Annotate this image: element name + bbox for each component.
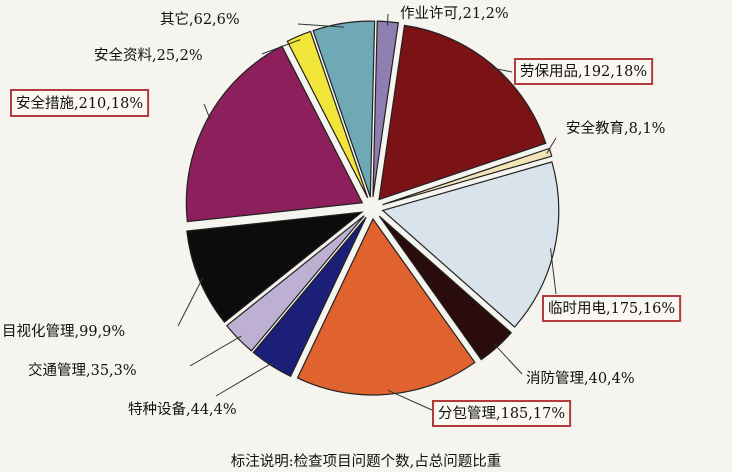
slices-layer — [185, 20, 560, 396]
slice-label-box-10 — [10, 89, 150, 117]
slice-label-group-9: 目视化管理,99,9% — [2, 323, 125, 340]
slice-label-group-3: 安全教育,8,1% — [566, 119, 665, 137]
pie-slice-2 — [378, 24, 547, 201]
slice-label-10: 安全措施,210,18% — [16, 94, 143, 112]
leader-lines-layer — [177, 13, 557, 411]
leader-line-3 — [546, 137, 557, 154]
slice-label-12: 其它,62,6% — [160, 10, 240, 28]
chart-caption: 标注说明:检查项目问题个数,占总问题比重 — [231, 453, 502, 470]
slice-label-5: 消防管理,40,4% — [526, 370, 635, 387]
slice-label-6: 分包管理,185,17% — [438, 405, 565, 422]
slice-label-group-7: 特种设备,44,4% — [128, 401, 237, 418]
slice-label-group-4: 临时用电,175,16% — [542, 295, 682, 322]
pie-slice-9 — [186, 211, 364, 324]
leader-line-6 — [387, 389, 433, 411]
slice-label-group-1: 作业许可,21,2% — [400, 5, 509, 22]
pie-slice-6 — [296, 217, 476, 396]
leader-line-12 — [297, 23, 345, 28]
slice-label-box-4 — [542, 295, 682, 322]
leader-line-10 — [203, 103, 212, 122]
pie-slice-10 — [185, 45, 364, 223]
slice-label-box-6 — [432, 400, 572, 427]
slice-label-4: 临时用电,175,16% — [548, 300, 675, 317]
slice-label-8: 交通管理,35,3% — [28, 361, 137, 379]
pie-slice-12 — [312, 20, 376, 198]
slice-label-3: 安全教育,8,1% — [566, 119, 665, 137]
slice-label-group-8: 交通管理,35,3% — [28, 361, 137, 379]
slice-label-group-10: 安全措施,210,18% — [10, 89, 150, 117]
slice-label-9: 目视化管理,99,9% — [2, 323, 125, 340]
leader-line-7 — [215, 361, 274, 397]
slice-label-group-2: 劳保用品,192,18% — [514, 58, 654, 85]
slice-label-group-11: 安全资料,25,2% — [94, 46, 203, 64]
pie-slice-7 — [252, 216, 367, 378]
leader-line-5 — [493, 343, 523, 375]
leader-line-8 — [189, 335, 242, 367]
slice-label-box-2 — [514, 58, 654, 85]
leader-line-11 — [261, 39, 301, 55]
pie-slice-8 — [225, 215, 365, 352]
slice-label-group-6: 分包管理,185,17% — [432, 400, 572, 427]
slice-label-2: 劳保用品,192,18% — [520, 63, 647, 80]
slice-label-group-5: 消防管理,40,4% — [526, 370, 635, 387]
leader-line-4 — [550, 248, 557, 295]
pie-slice-11 — [286, 30, 369, 199]
slice-label-1: 作业许可,21,2% — [400, 5, 509, 22]
slice-label-11: 安全资料,25,2% — [94, 46, 203, 64]
slice-labels-layer: 作业许可,21,2% 劳保用品,192,18% 安全教育,8,1% 临时用电,175,… — [2, 5, 682, 427]
pie-slice-4 — [381, 161, 560, 328]
leader-line-1 — [386, 13, 389, 26]
leader-line-2 — [489, 66, 513, 73]
leader-line-9 — [177, 277, 204, 327]
slice-label-group-12: 其它,62,6% — [160, 10, 240, 28]
slice-label-7: 特种设备,44,4% — [128, 401, 237, 418]
